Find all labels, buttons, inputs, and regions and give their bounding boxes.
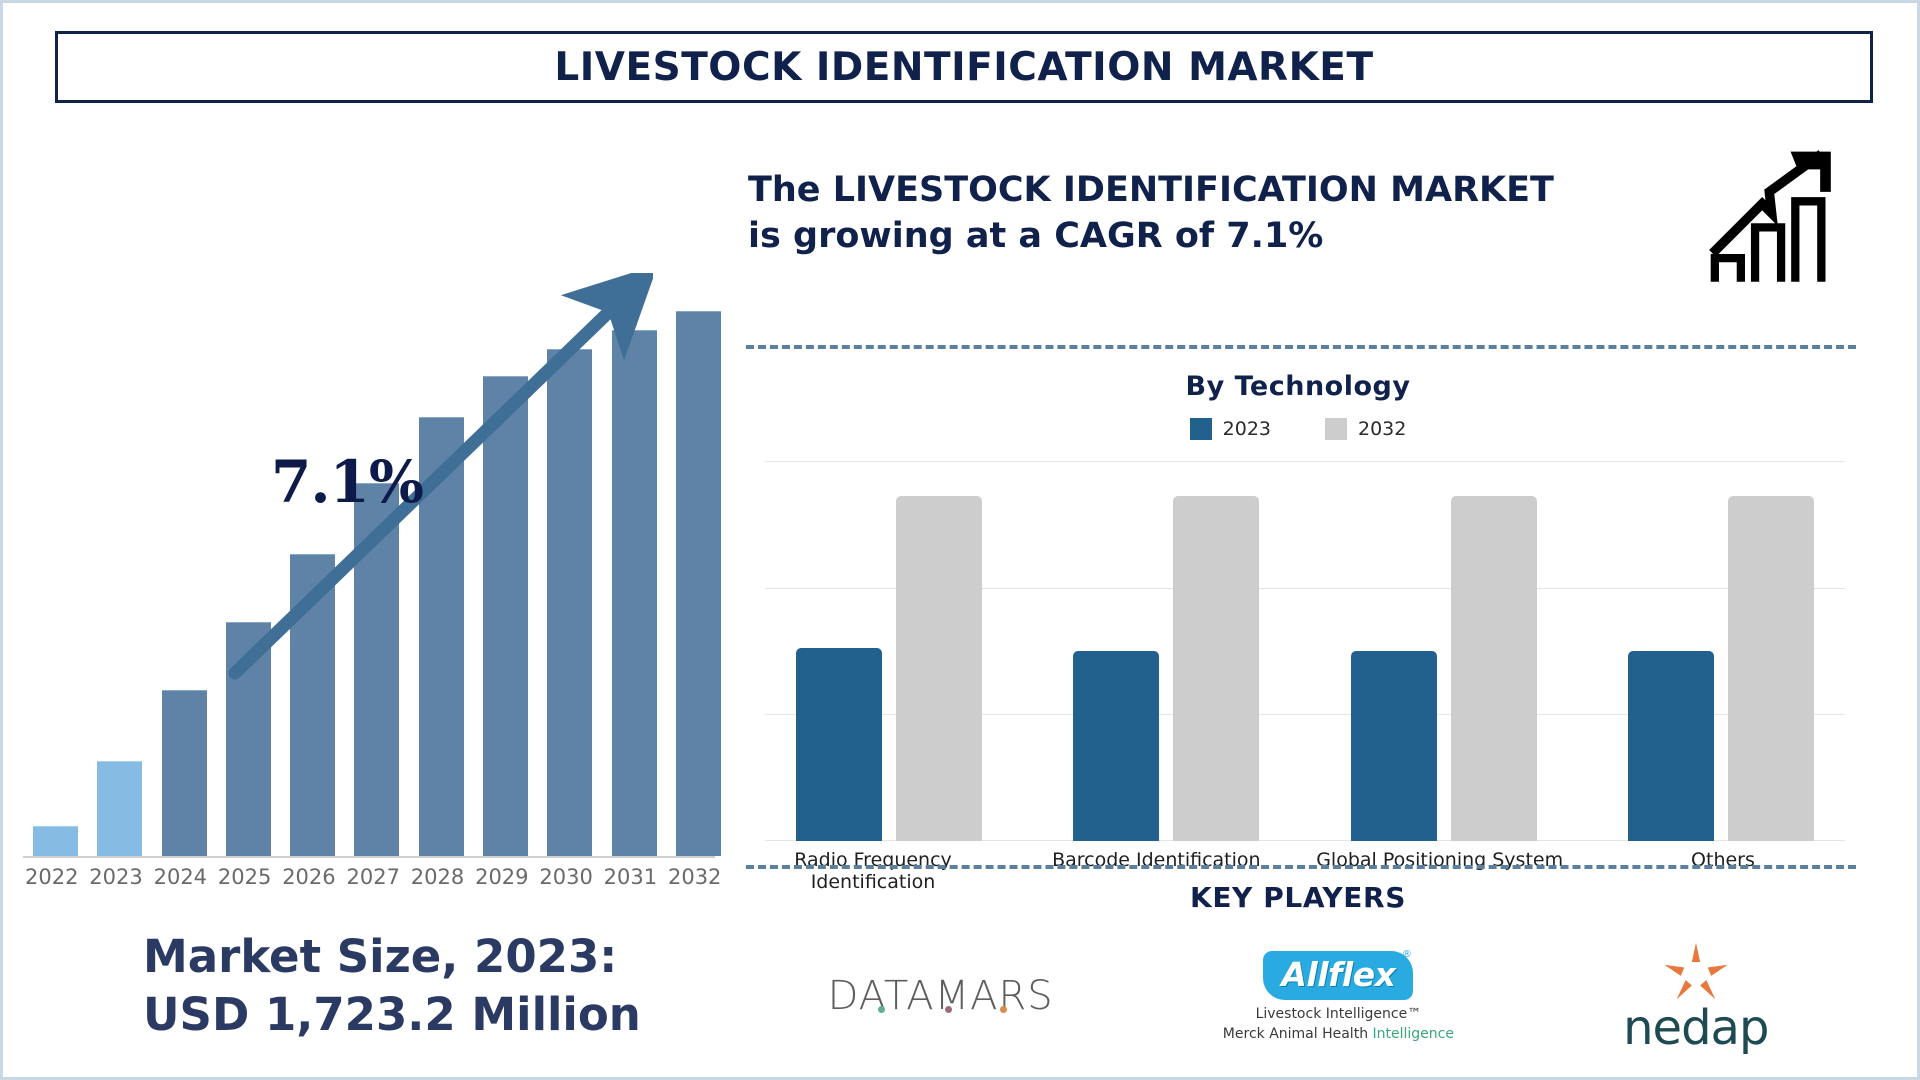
legend-item: 2023	[1189, 418, 1271, 440]
market-growth-bar	[290, 553, 336, 856]
allflex-tagline: Livestock Intelligence™	[1255, 1005, 1422, 1022]
key-players-logos: DATAMARS Allflex ® Livestock Intelligenc…	[743, 931, 1853, 1061]
market-growth-bar-slot	[354, 311, 400, 856]
market-size-callout: Market Size, 2023: USD 1,723.2 Million	[143, 928, 703, 1043]
registered-trademark-icon: ®	[1401, 948, 1412, 960]
technology-bar-group	[1597, 461, 1845, 841]
section-heading-by-technology: By Technology	[1185, 371, 1411, 402]
year-label: 2025	[217, 865, 272, 889]
page-title-box: LIVESTOCK IDENTIFICATION MARKET	[55, 31, 1873, 103]
technology-bar-group	[1320, 461, 1568, 841]
market-growth-bar-slot	[418, 311, 464, 856]
divider-bottom	[746, 865, 1856, 869]
market-growth-bar-slot	[675, 311, 721, 856]
growth-bar-chart-icon	[1709, 150, 1831, 282]
market-growth-bar	[97, 760, 143, 856]
datamars-dot-mauve	[944, 1006, 952, 1013]
market-growth-bar-slot	[225, 311, 271, 856]
year-label: 2022	[25, 865, 79, 889]
legend-label: 2032	[1358, 418, 1407, 440]
market-growth-bar	[354, 482, 400, 856]
left-panel: 7.1% 2022 2023 2024 2025 2026 2027 2028 2029 203…	[13, 123, 731, 1068]
technology-bar-2032	[896, 495, 982, 841]
cagr-callout: 7.1%	[271, 448, 424, 516]
logo-allflex: Allflex ® Livestock Intelligence™ Merck …	[1223, 948, 1454, 1042]
year-label: 2030	[539, 865, 593, 889]
logo-datamars: DATAMARS	[828, 973, 1054, 1019]
market-growth-bar-slot	[33, 311, 78, 856]
technology-bar-group	[1042, 461, 1290, 841]
nedap-wordmark: nedap	[1623, 1000, 1769, 1056]
market-growth-bar	[483, 376, 529, 856]
market-growth-bar-slot	[97, 311, 143, 856]
datamars-wordmark: DATAMARS	[827, 973, 1054, 1019]
year-axis-labels: 2022 2023 2024 2025 2026 2027 2028 2029 2030 2031…	[25, 865, 722, 889]
market-growth-bar-slot	[611, 311, 657, 856]
market-size-line-1: Market Size, 2023:	[143, 930, 618, 983]
market-growth-bar	[611, 330, 657, 856]
technology-bar-2023	[1627, 651, 1714, 841]
market-growth-bar-slot	[161, 311, 207, 856]
year-label: 2028	[410, 865, 465, 889]
right-panel: The LIVESTOCK IDENTIFICATION MARKET is g…	[743, 123, 1863, 1068]
technology-bar-2032	[1727, 495, 1814, 841]
page-title: LIVESTOCK IDENTIFICATION MARKET	[554, 44, 1374, 90]
market-growth-bar-slot	[547, 311, 593, 856]
logo-nedap: nedap	[1623, 940, 1769, 1056]
year-label: 2026	[282, 865, 336, 889]
headline-line-1: The LIVESTOCK IDENTIFICATION MARKET	[748, 170, 1554, 210]
technology-bar-2023	[796, 647, 882, 841]
market-growth-bar-slot	[483, 311, 529, 856]
legend-swatch	[1189, 418, 1212, 440]
market-growth-bar	[161, 689, 207, 856]
nedap-star-icon	[1664, 942, 1728, 1000]
technology-bar-2023	[1350, 651, 1437, 841]
gridline	[765, 840, 1845, 841]
market-size-line-2: USD 1,723.2 Million	[143, 987, 641, 1041]
year-label: 2027	[346, 865, 400, 889]
allflex-wordmark-badge: Allflex ®	[1263, 948, 1414, 1000]
year-label: 2029	[475, 865, 529, 889]
technology-chart	[765, 461, 1845, 841]
market-growth-bar	[547, 349, 593, 856]
year-label: 2024	[153, 865, 208, 889]
technology-bar-2023	[1073, 651, 1160, 841]
market-growth-bar	[675, 311, 721, 856]
allflex-parent-accent: Intelligence	[1372, 1025, 1454, 1042]
chart-legend: 2023 2032	[743, 418, 1853, 440]
market-growth-bar	[418, 417, 464, 856]
chart-baseline	[23, 856, 715, 858]
cagr-headline: The LIVESTOCK IDENTIFICATION MARKET is g…	[748, 168, 1688, 259]
allflex-wordmark: Allflex	[1281, 954, 1396, 994]
technology-bar-2032	[1173, 495, 1260, 841]
market-growth-bars	[33, 311, 721, 856]
allflex-parent-brand: Merck Animal Health Intelligence	[1223, 1026, 1454, 1042]
market-growth-bar-slot	[290, 311, 336, 856]
divider-top	[746, 345, 1856, 349]
technology-bar-group	[765, 461, 1013, 841]
gridline	[765, 461, 1845, 462]
datamars-dot-orange	[999, 1006, 1007, 1013]
legend-item: 2032	[1325, 418, 1406, 440]
allflex-parent-prefix: Merck Animal Health	[1222, 1025, 1373, 1042]
gridline	[765, 588, 1845, 589]
headline-line-2: is growing at a CAGR of 7.1%	[748, 215, 1324, 256]
market-growth-bar	[33, 826, 78, 856]
market-growth-chart	[21, 291, 721, 856]
key-players-title: KEY PLAYERS	[1190, 881, 1406, 914]
year-label: 2032	[667, 865, 722, 889]
datamars-dot-green	[877, 1006, 885, 1013]
technology-bar-groups	[765, 461, 1845, 841]
legend-swatch	[1325, 418, 1347, 440]
legend-label: 2023	[1222, 418, 1271, 440]
market-growth-bar	[225, 621, 271, 856]
technology-bar-2032	[1450, 495, 1537, 841]
year-label: 2023	[89, 865, 143, 889]
gridline	[765, 714, 1845, 715]
year-label: 2031	[603, 865, 658, 889]
